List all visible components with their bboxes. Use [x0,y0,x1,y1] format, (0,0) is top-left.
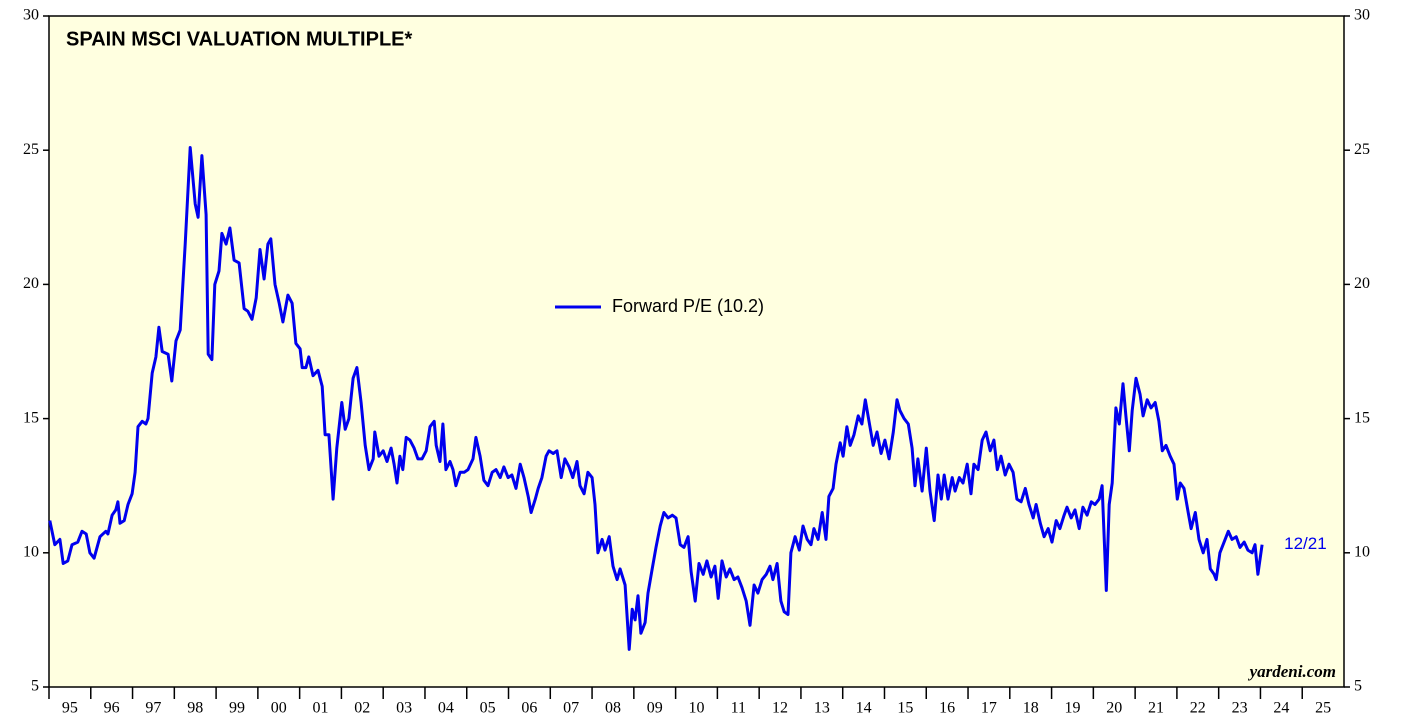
y2-tick-label: 20 [1354,275,1370,292]
y2-tick-label: 10 [1354,543,1370,560]
x-tick-label: 14 [856,700,872,717]
x-tick-label: 00 [271,700,287,717]
x-tick-label: 04 [438,700,454,717]
y-tick-label: 10 [23,543,39,560]
x-tick-label: 07 [563,700,579,717]
x-tick-label: 19 [1064,700,1080,717]
x-tick-label: 01 [313,700,329,717]
x-tick-label: 95 [62,700,78,717]
x-tick-label: 96 [104,700,120,717]
series-line [48,146,1264,651]
x-tick-label: 98 [187,700,203,717]
x-tick-label: 16 [939,700,955,717]
x-tick-label: 22 [1190,700,1206,717]
legend-label: Forward P/E (10.2) [612,296,764,316]
end-label: 12/21 [1284,534,1327,553]
y2-tick-label: 25 [1354,141,1370,158]
x-tick-label: 97 [145,700,161,717]
y-tick-label: 25 [23,141,39,158]
x-tick-label: 15 [897,700,913,717]
y-tick-label: 5 [31,678,39,695]
x-tick-label: 10 [689,700,705,717]
x-tick-label: 25 [1315,700,1331,717]
y-tick-label: 15 [23,409,39,426]
x-tick-label: 02 [354,700,370,717]
x-tick-label: 11 [731,700,746,717]
source-note: yardeni.com [1248,662,1336,681]
x-tick-label: 08 [605,700,621,717]
x-tick-label: 18 [1023,700,1039,717]
y2-tick-label: 5 [1354,678,1362,695]
x-tick-label: 03 [396,700,412,717]
y-tick-label: 30 [23,7,39,24]
x-tick-label: 99 [229,700,245,717]
x-tick-label: 12 [772,700,788,717]
x-tick-label: 21 [1148,700,1164,717]
x-tick-label: 05 [480,700,496,717]
chart-title: SPAIN MSCI VALUATION MULTIPLE* [66,28,413,50]
y2-tick-label: 30 [1354,7,1370,24]
x-tick-label: 09 [647,700,663,717]
y-tick-label: 20 [23,275,39,292]
x-tick-label: 13 [814,700,830,717]
y2-tick-label: 15 [1354,409,1370,426]
x-tick-label: 17 [981,700,997,717]
x-tick-label: 24 [1273,700,1289,717]
x-tick-label: 20 [1106,700,1122,717]
x-tick-label: 06 [521,700,537,717]
x-tick-label: 23 [1232,700,1248,717]
